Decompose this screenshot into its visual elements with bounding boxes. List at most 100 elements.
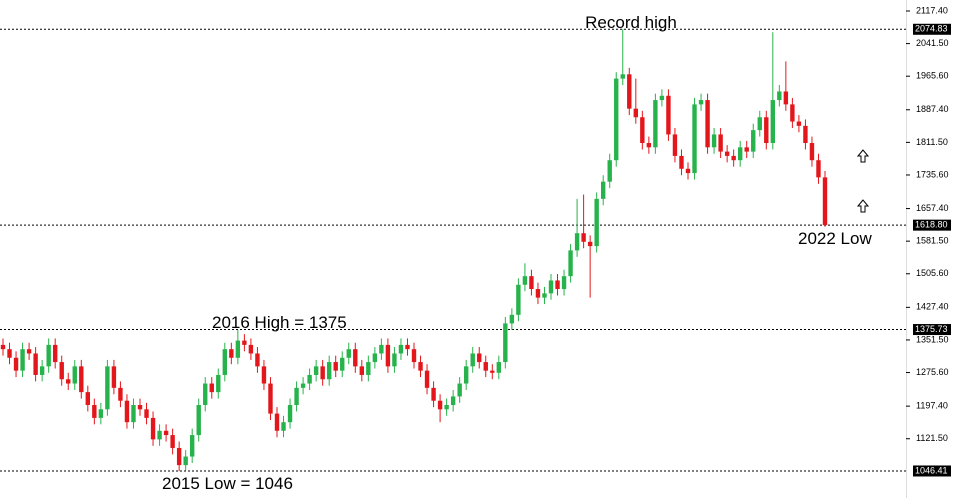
candle-body xyxy=(594,198,599,247)
candle-body xyxy=(529,276,534,290)
candle-body xyxy=(516,284,521,315)
candle-body xyxy=(398,344,404,354)
candle-body xyxy=(581,233,586,242)
candle-body xyxy=(757,117,762,131)
candle-body xyxy=(477,353,482,363)
y-tick-label: 1351.50 xyxy=(916,334,949,344)
candle-body xyxy=(411,349,417,363)
candle-body xyxy=(777,91,782,101)
candle-body xyxy=(548,280,554,294)
candle-body xyxy=(463,366,469,384)
candle-body xyxy=(105,366,110,410)
candle-body xyxy=(326,362,332,380)
candle-body xyxy=(150,417,156,440)
candle-body xyxy=(672,134,678,156)
candle-body xyxy=(33,353,38,375)
candle-body xyxy=(157,430,162,440)
y-tick-label: 1581.50 xyxy=(916,236,949,246)
candle-body xyxy=(235,340,241,358)
annotation: Record high xyxy=(585,13,677,32)
candle-body xyxy=(535,289,541,298)
candle-body xyxy=(457,383,462,397)
up-arrow-icon xyxy=(856,199,870,213)
candle-body xyxy=(803,125,808,144)
candle-body xyxy=(98,409,104,418)
y-tick-label: 1197.40 xyxy=(916,401,948,411)
candle-body xyxy=(783,91,789,105)
candle-body xyxy=(372,353,378,363)
candle-body xyxy=(737,147,743,161)
candle-body xyxy=(620,74,625,79)
candle-body xyxy=(692,104,697,174)
candle-body xyxy=(646,143,652,148)
candle-body xyxy=(340,357,345,371)
up-arrow-icon xyxy=(856,149,870,163)
candle-body xyxy=(751,130,756,152)
candle-body xyxy=(718,134,723,152)
candle-body xyxy=(724,151,730,156)
candle-body xyxy=(424,370,430,388)
candle-body xyxy=(385,344,391,367)
candle-body xyxy=(790,104,795,122)
candle-body xyxy=(542,293,547,298)
candle-body xyxy=(216,374,221,393)
y-tick-label: 1427.40 xyxy=(916,302,949,312)
candle-body xyxy=(809,143,815,161)
candle-body xyxy=(176,447,182,466)
level-box xyxy=(913,23,951,35)
candle-body xyxy=(796,121,802,126)
candle-body xyxy=(764,117,769,144)
candle-body xyxy=(333,362,338,371)
candle-body xyxy=(359,366,365,375)
candle-body xyxy=(203,383,208,406)
candle-body xyxy=(183,456,188,466)
candle-body xyxy=(92,405,97,418)
candle-body xyxy=(698,100,704,105)
candle-body xyxy=(614,78,619,161)
candle-body xyxy=(66,379,71,384)
candle-body xyxy=(346,349,351,358)
candle-body xyxy=(261,366,267,384)
level-box xyxy=(913,324,951,336)
y-tick-label: 1505.60 xyxy=(916,268,949,278)
y-tick-label: 1811.50 xyxy=(916,137,948,147)
candle-body xyxy=(287,405,293,423)
candle-body xyxy=(450,396,456,406)
level-label: 2074.83 xyxy=(915,24,948,34)
y-tick-label: 1275.60 xyxy=(916,367,949,377)
annotation: 2016 High = 1375 xyxy=(212,313,347,332)
y-tick-label: 2041.50 xyxy=(916,38,949,48)
candle-body xyxy=(705,100,710,148)
candle-body xyxy=(137,405,143,410)
candle-body xyxy=(7,349,12,358)
candle-body xyxy=(509,314,515,324)
candle-body xyxy=(679,155,684,169)
candle-body xyxy=(659,95,665,101)
candle-body xyxy=(816,160,821,178)
level-label: 1618.80 xyxy=(915,220,948,230)
candle-body xyxy=(255,353,260,367)
candle-body xyxy=(496,362,502,373)
candle-body xyxy=(392,353,397,367)
candle-body xyxy=(633,108,639,118)
candle-body xyxy=(313,366,319,375)
candle-body xyxy=(20,349,25,371)
candle-body xyxy=(405,344,410,350)
y-tick-label: 1735.60 xyxy=(916,169,949,179)
candle-body xyxy=(118,387,123,401)
level-box xyxy=(913,219,951,231)
candle-body xyxy=(300,383,306,388)
candle-body xyxy=(490,370,495,373)
candle-body xyxy=(163,430,169,436)
candle-body xyxy=(46,344,51,367)
y-tick-label: 1121.50 xyxy=(916,433,948,443)
y-tick-label: 1965.60 xyxy=(916,71,949,81)
candle-body xyxy=(248,344,254,354)
candle-body xyxy=(0,344,6,350)
candle-body xyxy=(431,387,436,401)
candle-body xyxy=(744,147,749,152)
candle-body xyxy=(444,405,449,410)
candle-body xyxy=(222,349,228,375)
candle-body xyxy=(26,349,32,354)
